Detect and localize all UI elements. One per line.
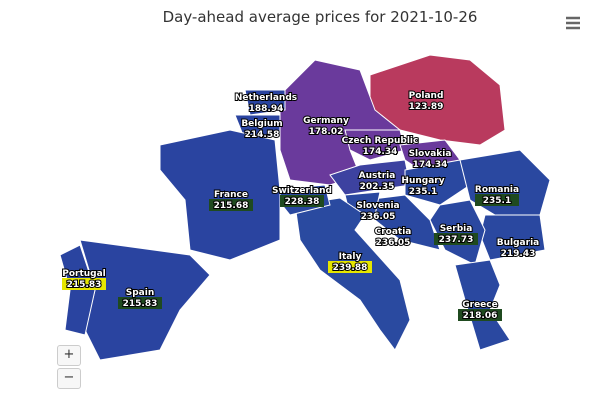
country-name: Hungary <box>401 176 444 186</box>
country-price: 219.43 <box>501 249 536 259</box>
menu-button[interactable] <box>566 16 580 30</box>
country-name: Slovenia <box>356 201 399 211</box>
country <box>294 197 411 351</box>
country-price: 174.34 <box>413 160 448 170</box>
country-name: Italy <box>339 252 362 262</box>
country-name: Slovakia <box>409 149 452 159</box>
country-price: 214.58 <box>245 130 280 140</box>
country-price: 215.68 <box>214 201 249 211</box>
label-highlight <box>328 261 372 273</box>
country-price: 236.05 <box>361 212 396 222</box>
country-name: Germany <box>303 116 349 126</box>
country-name: Serbia <box>440 224 473 234</box>
country-name: Romania <box>475 185 519 195</box>
regions <box>59 54 551 361</box>
country <box>404 159 471 206</box>
country-price: 215.83 <box>67 280 102 290</box>
country-price: 235.1 <box>483 196 511 206</box>
country <box>364 194 441 251</box>
country-name: Austria <box>359 171 396 181</box>
country <box>344 129 406 161</box>
country-name: Greece <box>462 300 497 310</box>
country-name: Spain <box>126 288 155 298</box>
country-name: Poland <box>409 91 444 101</box>
country-name: Netherlands <box>235 93 297 103</box>
country-name: Czech Republic <box>342 136 419 146</box>
country-price: 174.34 <box>363 147 398 157</box>
label-highlight <box>209 199 253 211</box>
country-price: 236.05 <box>376 238 411 248</box>
country-name: Bulgaria <box>497 238 539 248</box>
label-highlight <box>475 194 519 206</box>
country-price: 237.73 <box>439 235 474 245</box>
country <box>454 259 511 351</box>
country <box>244 89 286 116</box>
country-price: 228.38 <box>285 197 320 207</box>
zoom-in[interactable]: + <box>57 345 81 366</box>
country-price: 202.35 <box>360 182 395 192</box>
label-highlight <box>62 278 106 290</box>
zoom-out[interactable]: − <box>57 368 81 389</box>
country-price: 188.94 <box>249 104 284 114</box>
country-name: Portugal <box>62 269 106 279</box>
label-highlight <box>434 233 478 245</box>
label-highlight <box>458 309 502 321</box>
label-highlight <box>118 297 162 309</box>
country-price: 235.1 <box>409 187 437 197</box>
country-price: 178.02 <box>309 127 344 137</box>
country-price: 215.83 <box>123 299 158 309</box>
map-title: Day-ahead average prices for 2021-10-26 <box>163 8 478 26</box>
country <box>159 129 281 261</box>
country-price: 123.89 <box>409 102 444 112</box>
country-price: 239.88 <box>333 263 368 273</box>
country-name: Croatia <box>375 227 412 237</box>
country-name: France <box>214 190 248 200</box>
label-highlight <box>280 195 324 207</box>
country-price: 218.06 <box>463 311 498 321</box>
country-name: Belgium <box>241 119 282 129</box>
country-name: Switzerland <box>272 186 332 196</box>
